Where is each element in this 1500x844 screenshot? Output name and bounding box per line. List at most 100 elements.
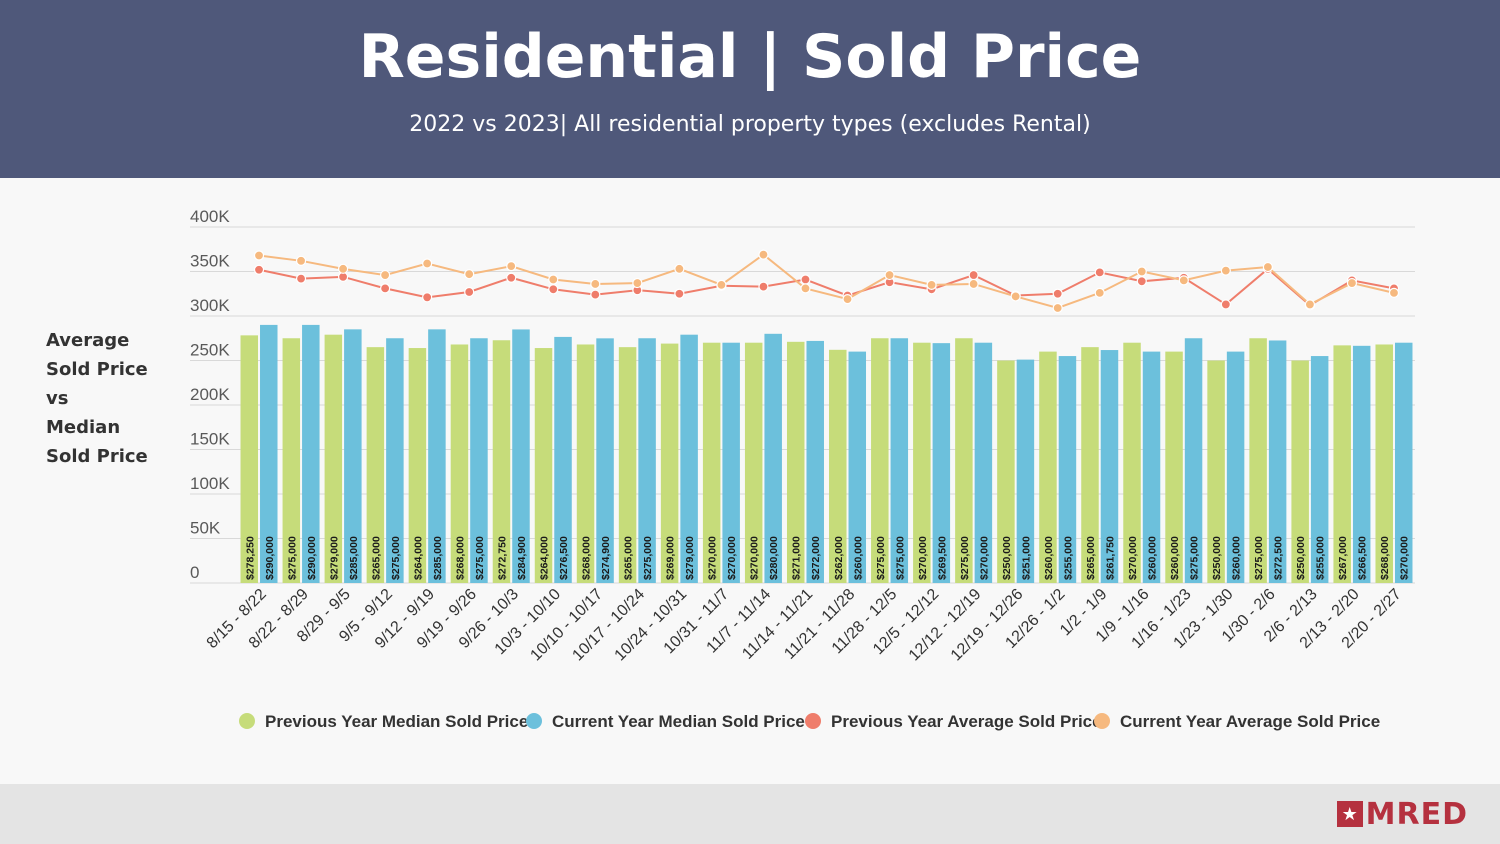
bar-value-label: $275,000 [894,536,906,580]
curr-average-point [1136,266,1147,277]
curr-average-point [548,274,559,285]
y-tick-label: 100K [190,474,230,493]
prev-average-point [506,272,517,283]
curr-median-bar [302,324,320,583]
bar-value-label: $266,500 [1357,536,1369,580]
prev-median-bar [240,335,259,583]
curr-median-bar [932,343,951,583]
prev-median-bar [997,360,1015,583]
bar-value-label: $260,000 [1231,536,1243,580]
curr-average-point [926,279,937,290]
bar-value-label: $270,000 [707,536,719,580]
curr-median-bar [1226,351,1245,583]
bar-value-label: $268,000 [454,536,466,580]
star-icon: ★ [1336,801,1363,827]
prev-average-point [295,273,307,284]
bar-value-label: $274,900 [600,536,612,580]
curr-median-bar [260,324,278,583]
bar-value-label: $284,900 [516,536,528,580]
curr-median-bar [638,338,656,583]
bar-value-label: $290,000 [264,536,276,580]
curr-median-bar [848,351,867,583]
curr-average-point [253,250,265,261]
header-banner: Residential | Sold Price 2022 vs 2023| A… [0,0,1500,178]
curr-average-point [295,255,307,266]
curr-median-bar [428,329,446,583]
bar-value-label: $271,000 [791,536,803,580]
prev-average-point [1052,288,1063,299]
bar-value-label: $255,000 [1062,536,1074,580]
prev-median-bar [492,340,511,583]
curr-average-point [758,249,769,260]
prev-median-bar [1249,338,1267,583]
prev-median-bar [1333,345,1351,583]
bar-value-label: $261,750 [1104,536,1116,580]
curr-average-point [1220,265,1231,276]
prev-median-bar [450,344,469,583]
bar-value-label: $270,000 [917,536,929,580]
y-tick-label: 200K [190,385,230,404]
prev-median-bar [829,349,847,583]
side-label-line: Sold Price [46,446,148,467]
curr-average-line [258,253,1395,310]
curr-median-bar [1142,351,1161,583]
prev-average-point [674,288,685,299]
prev-median-bar [618,347,637,583]
prev-average-point [968,269,979,281]
page-title: Residential | Sold Price [358,22,1142,92]
legend-marker [805,713,821,729]
bar-value-label: $250,000 [1295,536,1307,580]
bar-value-label: $264,000 [539,536,551,580]
prev-median-bar [871,338,889,583]
curr-median-bar [680,334,698,583]
bar-value-label: $265,000 [1085,536,1097,580]
legend-marker [526,713,542,729]
prev-average-point [1094,267,1105,278]
curr-average-point [1262,261,1273,273]
bar-value-label: $262,000 [833,536,845,580]
bar-value-label: $270,000 [978,536,990,580]
prev-average-point [590,289,601,300]
bar-value-label: $255,000 [1315,536,1327,580]
prev-average-line [258,267,1395,307]
bar-value-label: $265,000 [370,536,382,580]
curr-median-bar [1058,356,1077,583]
prev-median-bar [408,348,427,583]
prev-average-point [464,286,475,298]
y-tick-label: 150K [190,430,230,449]
curr-average-point [1346,277,1358,289]
bar-value-label: $250,000 [1211,536,1223,580]
prev-median-bar [1207,360,1225,583]
bar-value-label: $276,500 [558,536,570,580]
curr-average-point [464,269,475,280]
curr-average-point [884,269,895,281]
curr-median-bar [1310,356,1329,583]
prev-median-bar [282,338,301,583]
bar-value-label: $251,000 [1020,536,1032,580]
footer-bar: ★ MRED [0,784,1500,844]
bar-value-label: $279,000 [328,536,340,580]
prev-median-bar [1123,342,1141,583]
bar-value-label: $278,250 [244,536,256,580]
bar-value-label: $270,000 [1127,536,1139,580]
bar-value-label: $250,000 [1001,536,1013,580]
curr-average-point [590,278,601,290]
curr-median-bar [344,329,362,583]
prev-median-bar [1081,347,1099,583]
curr-median-bar [470,338,488,583]
curr-average-point [800,283,811,294]
bar-value-label: $275,000 [1189,536,1201,580]
bar-value-label: $268,000 [1379,536,1391,580]
prev-median-bar [576,344,595,583]
bar-value-label: $272,000 [810,536,822,580]
curr-average-point [337,263,349,274]
bar-value-label: $270,000 [1399,536,1411,580]
bar-value-label: $272,750 [496,536,508,580]
page-subtitle: 2022 vs 2023| All residential property t… [409,112,1091,137]
curr-median-bar [890,338,909,583]
curr-median-bar [596,338,614,583]
curr-average-point [1052,302,1063,314]
curr-average-point [1178,275,1189,286]
curr-median-bar [1184,338,1203,583]
legend-label: Current Year Median Sold Price [552,712,805,731]
